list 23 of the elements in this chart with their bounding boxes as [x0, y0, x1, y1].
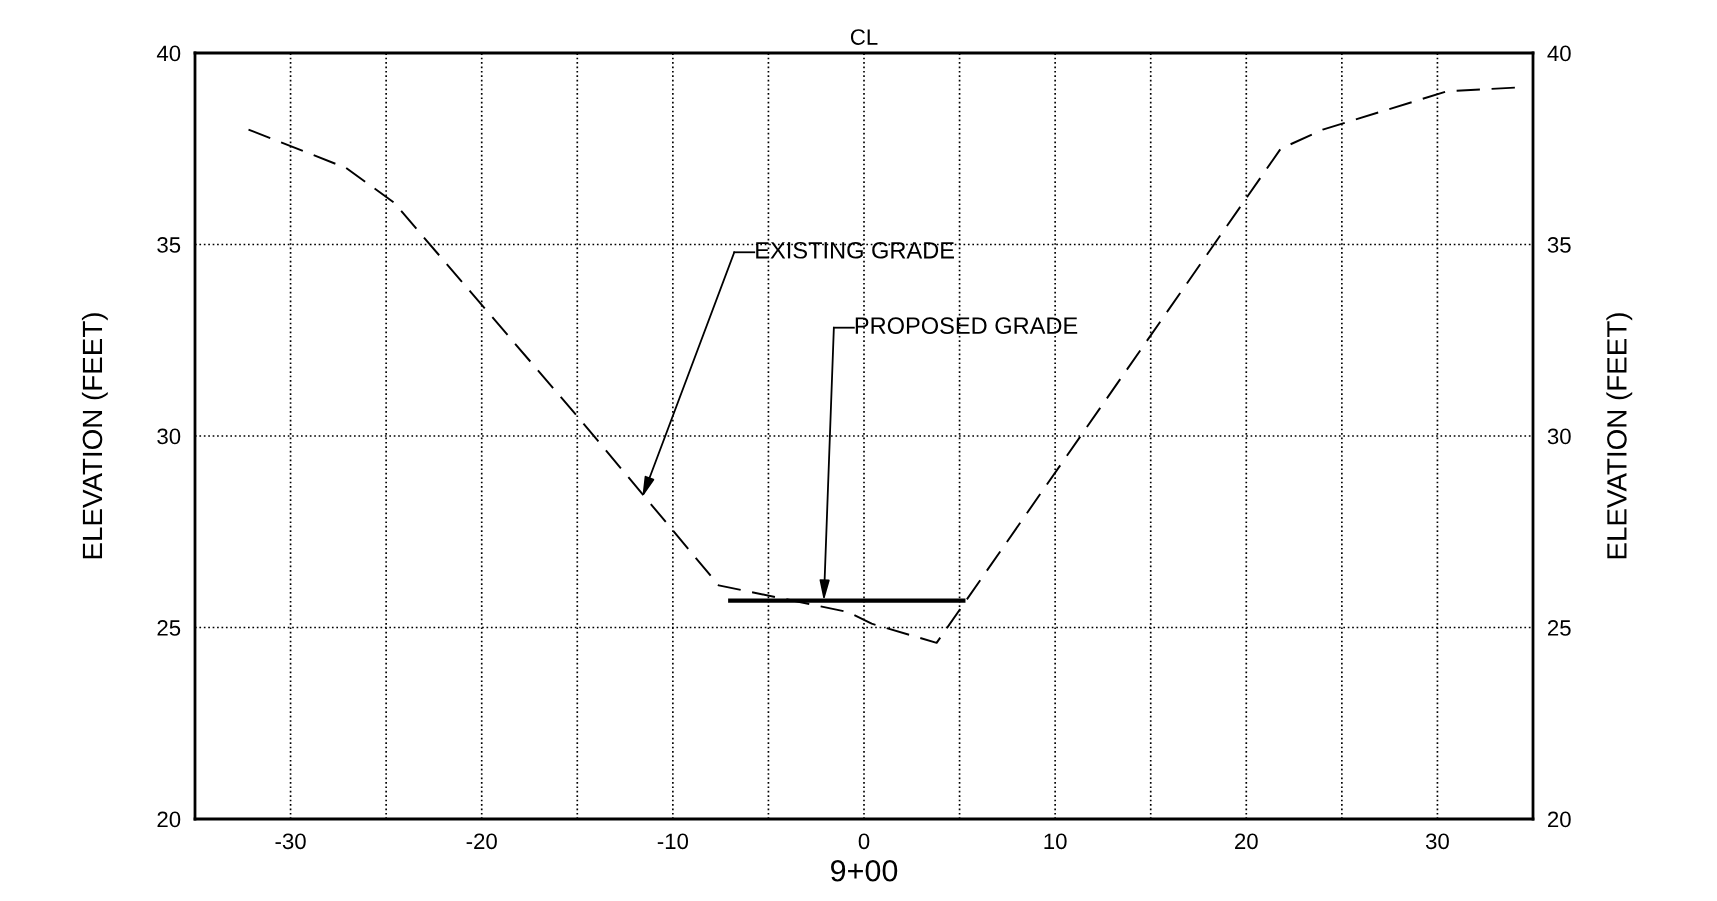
y2-tick-label: 35 [1547, 237, 1571, 253]
x-tick-label: 20 [1235, 833, 1258, 850]
y-tick-label: 35 [157, 237, 181, 253]
y-tick-label: 30 [157, 428, 181, 445]
x-tick-label: -20 [466, 833, 497, 850]
y2-tick-label: 20 [1548, 811, 1571, 828]
chart-title: CL [850, 29, 878, 45]
y2-tick-label: 25 [1548, 620, 1571, 636]
y2-tick-label: 40 [1547, 45, 1571, 62]
y-tick-label: 40 [156, 45, 181, 62]
x-axis-title: 9+00 [831, 859, 898, 882]
annotation: EXISTING GRADE [756, 241, 954, 259]
x-tick-label: -30 [275, 833, 306, 850]
x-tick-label: -10 [657, 833, 689, 850]
y-tick-label: 25 [157, 620, 181, 636]
y2-axis-title: ELEVATION (FEET) [1606, 313, 1633, 559]
annotation: PROPOSED GRADE [855, 317, 1078, 335]
x-tick-label: 10 [1044, 833, 1067, 850]
y2-tick-label: 30 [1547, 428, 1571, 445]
y-axis-title: ELEVATION (FEET) [81, 313, 108, 559]
y-tick-label: 20 [157, 811, 181, 828]
x-tick-label: 0 [858, 833, 870, 850]
x-tick-label: 30 [1425, 833, 1449, 850]
